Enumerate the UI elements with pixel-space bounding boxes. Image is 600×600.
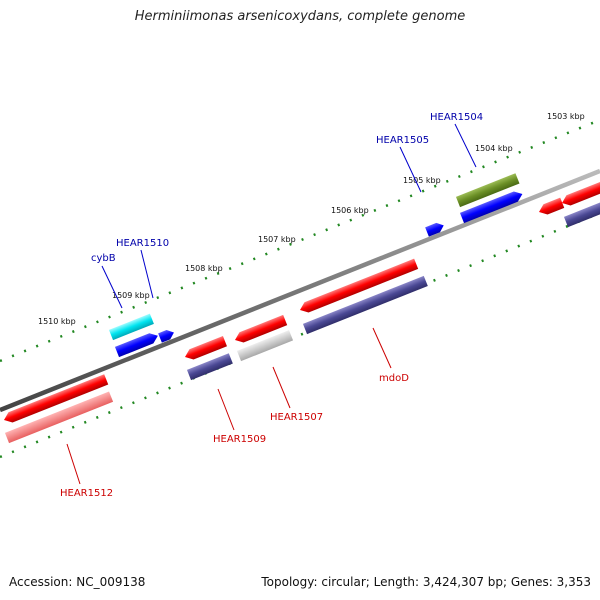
scale-label: 1506 kbp [331,206,369,215]
genome-backbone [0,168,600,413]
leader-lines [66,123,477,485]
gene-labels: cybB HEAR1510 HEAR1505 HEAR1504 HEAR1512… [60,112,483,499]
gene-hear1509[interactable] [183,335,227,362]
gene-label-hear1512[interactable]: HEAR1512 [60,488,113,499]
gene-label-hear1505[interactable]: HEAR1505 [376,135,429,146]
gene-label-mdod[interactable]: mdoD [379,373,409,384]
gene-label-cybb[interactable]: cybB [91,253,116,264]
gene-label-hear1507[interactable]: HEAR1507 [270,412,323,423]
leader-line [140,249,154,299]
leader-line [399,146,422,193]
gene-hear1507[interactable] [236,330,294,362]
gene-hear1510[interactable] [108,313,154,341]
forward-genes [108,173,524,358]
gene-label-hear1504[interactable]: HEAR1504 [430,112,483,123]
scale-label: 1503 kbp [547,112,585,121]
gene-hear1502[interactable] [537,197,565,217]
gene-hear1504[interactable] [455,173,520,208]
map-title: Herminiimonas arsenicoxydans, complete g… [134,9,466,24]
gene-mdod[interactable] [298,258,419,315]
gene-cybb[interactable] [114,331,160,358]
gene-label-hear1509[interactable]: HEAR1509 [213,434,266,445]
leader-line [217,388,235,431]
gene-hear1503-fwd[interactable] [459,189,524,224]
scale-label: 1510 kbp [38,317,76,326]
leader-line [66,443,81,485]
gene-hear1505[interactable] [425,221,445,237]
scale-label: 1509 kbp [112,291,150,300]
scale-label: 1507 kbp [258,235,296,244]
scale-label: 1505 kbp [403,176,441,185]
forward-scale-ticks [0,118,600,363]
leader-line [272,366,291,409]
genome-summary-text: Topology: circular; Length: 3,424,307 bp… [261,575,591,589]
scale-label: 1504 kbp [475,144,513,153]
gene-hear1501-shadow [563,200,600,228]
leader-line [101,265,123,309]
gene-hear1501[interactable] [560,181,600,208]
scale-labels: 1510 kbp 1509 kbp 1508 kbp 1507 kbp 1506… [38,112,585,326]
gene-hear1512[interactable] [2,374,109,425]
gene-label-hear1510[interactable]: HEAR1510 [116,238,169,249]
gene-hear1508[interactable] [233,314,288,345]
scale-label: 1508 kbp [185,264,223,273]
leader-line [454,123,477,168]
gene-mdod-shadow [302,275,428,335]
gene-hear1512-shadow [4,391,114,444]
leader-line [372,327,392,369]
reverse-genes [2,181,600,444]
gene-small-fwd[interactable] [158,328,176,343]
gene-hear1509-shadow [186,353,233,381]
accession-text: Accession: NC_009138 [9,575,146,589]
